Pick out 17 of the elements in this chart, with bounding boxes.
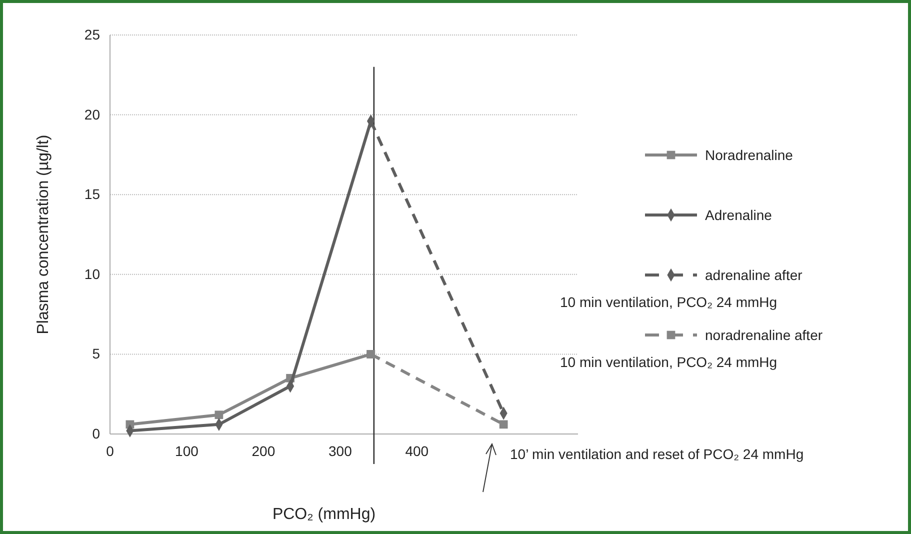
y-tick-label: 5: [92, 346, 100, 362]
x-axis-title: PCO₂ (mmHg): [272, 506, 376, 523]
y-axis-title: Plasma concentration (µg/lt): [35, 134, 52, 334]
legend-label: Noradrenaline: [705, 147, 794, 163]
y-tick-label: 0: [92, 425, 100, 442]
x-tick-label: 0: [106, 442, 114, 459]
x-tick-label: 200: [252, 442, 276, 459]
y-tick-label: 10: [84, 266, 100, 282]
legend-label: Adrenaline: [705, 207, 772, 223]
legend-label: noradrenaline after 10 min ventilation, PCO₂ 24 mmHg: [560, 327, 823, 370]
y-tick-label: 15: [84, 186, 100, 202]
x-tick-label: 100: [175, 442, 199, 459]
x-tick-label: 300: [328, 442, 352, 459]
text: 10’ min ventilation and reset of PCO₂ 24 mmHg: [510, 446, 804, 462]
y-tick-label: 20: [84, 106, 100, 122]
x-tick-label: 400: [405, 442, 429, 459]
y-tick-label: 25: [84, 26, 100, 42]
